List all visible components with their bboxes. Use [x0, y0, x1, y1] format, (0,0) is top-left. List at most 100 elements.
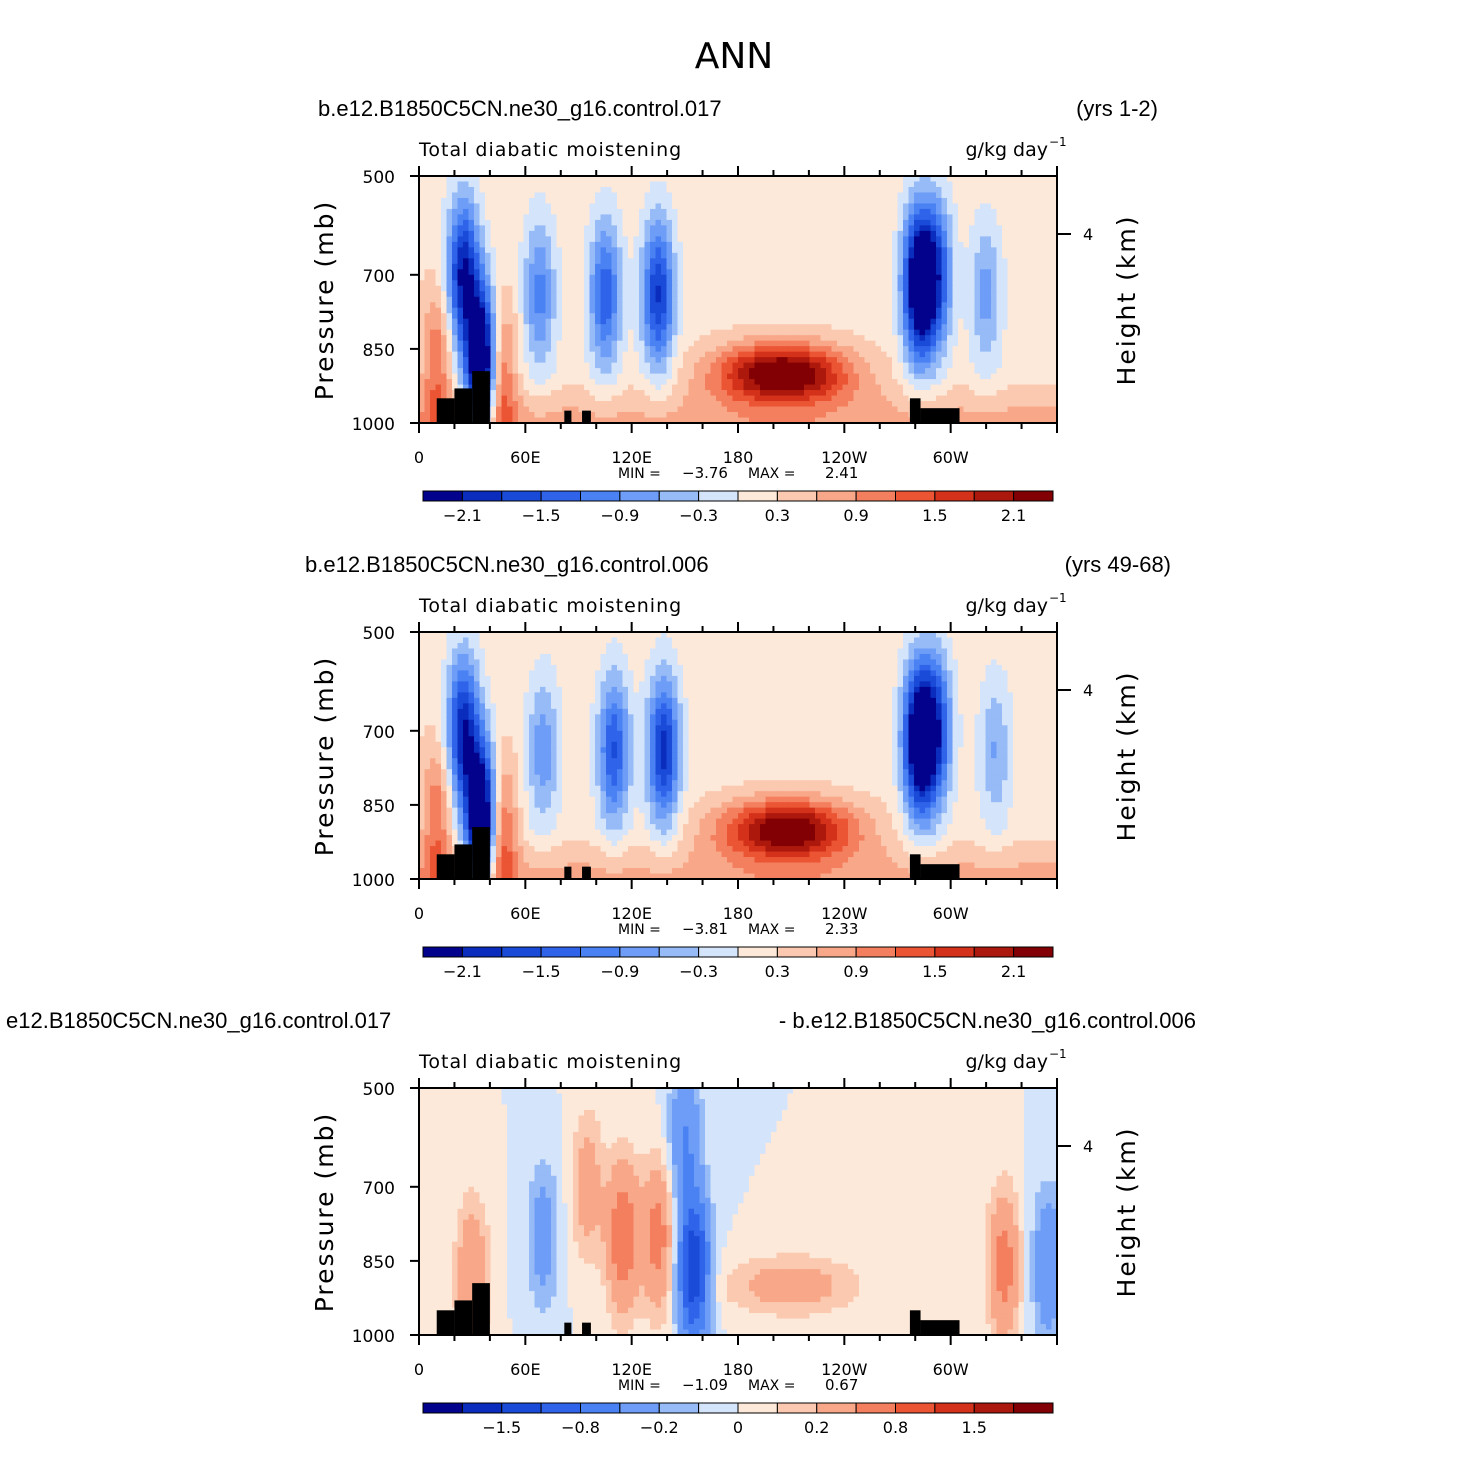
contour-cell — [518, 208, 525, 216]
contour-cell — [914, 247, 921, 254]
contour-cell — [919, 379, 926, 386]
contour-cell — [501, 247, 508, 254]
contour-cell — [666, 214, 673, 221]
contour-cell — [925, 318, 932, 325]
contour-cell — [672, 401, 679, 408]
contour-cell — [551, 346, 558, 353]
contour-cell — [419, 401, 426, 408]
contour-cell — [683, 318, 690, 325]
contour-cell — [507, 258, 514, 265]
contour-cell — [1046, 401, 1053, 408]
contour-cell — [446, 247, 453, 254]
contour-cell — [419, 197, 426, 205]
contour-cell — [578, 285, 585, 292]
contour-cell — [765, 307, 772, 314]
contour-cell — [1024, 401, 1031, 408]
contour-cell — [985, 269, 992, 276]
contour-cell — [787, 362, 794, 369]
contour-cell — [479, 291, 486, 298]
contour-cell — [754, 280, 761, 287]
contour-cell — [661, 280, 668, 287]
contour-cell — [507, 274, 514, 281]
contour-cell — [892, 296, 899, 303]
contour-cell — [584, 313, 591, 320]
contour-cell — [1046, 307, 1053, 314]
contour-cell — [705, 357, 712, 364]
contour-cell — [727, 252, 734, 259]
contour-cell — [881, 263, 888, 270]
contour-cell — [892, 373, 899, 380]
contour-cell — [842, 384, 849, 391]
contour-cell — [1002, 307, 1009, 314]
contour-cell — [1051, 362, 1057, 369]
contour-cell — [930, 269, 937, 276]
contour-cell — [765, 280, 772, 287]
contour-cell — [776, 241, 783, 248]
contour-cell — [743, 313, 750, 320]
contour-cell — [897, 263, 904, 270]
contour-cell — [650, 181, 657, 188]
contour-cell — [534, 219, 541, 226]
contour-cell — [870, 230, 877, 237]
contour-cell — [551, 307, 558, 314]
contour-cell — [727, 390, 734, 397]
contour-cell — [578, 208, 585, 216]
contour-cell — [551, 176, 558, 183]
contour-cell — [765, 401, 772, 408]
contour-cell — [441, 390, 448, 397]
contour-cell — [848, 214, 855, 221]
contour-cell — [672, 296, 679, 303]
contour-cell — [694, 197, 701, 205]
contour-cell — [859, 406, 866, 413]
contour-cell — [529, 186, 536, 194]
contour-cell — [683, 252, 690, 259]
contour-cell — [974, 225, 981, 232]
contour-cell — [908, 285, 915, 292]
contour-cell — [897, 230, 904, 237]
contour-cell — [441, 197, 448, 205]
contour-cell — [435, 368, 442, 375]
contour-cell — [617, 252, 624, 259]
contour-cell — [1051, 351, 1057, 358]
contour-cell — [589, 324, 596, 331]
contour-cell — [446, 219, 453, 226]
contour-cell — [985, 219, 992, 226]
contour-cell — [820, 258, 827, 265]
contour-cell — [980, 252, 987, 259]
contour-cell — [991, 390, 998, 397]
contour-cell — [1035, 351, 1042, 358]
contour-cell — [441, 379, 448, 386]
contour-cell — [1029, 176, 1036, 183]
contour-cell — [897, 307, 904, 314]
contour-cell — [881, 296, 888, 303]
contour-cell — [897, 373, 904, 380]
contour-cell — [578, 379, 585, 386]
contour-cell — [864, 285, 871, 292]
contour-cell — [826, 318, 833, 325]
contour-cell — [749, 230, 756, 237]
contour-cell — [545, 384, 552, 391]
contour-cell — [1029, 219, 1036, 226]
contour-cell — [903, 302, 910, 309]
contour-cell — [578, 362, 585, 369]
contour-cell — [721, 379, 728, 386]
contour-cell — [529, 324, 536, 331]
contour-cell — [1007, 351, 1014, 358]
contour-cell — [831, 291, 838, 298]
contour-cell — [655, 274, 662, 281]
contour-cell — [578, 302, 585, 309]
contour-cell — [705, 340, 712, 347]
contour-cell — [457, 307, 464, 314]
contour-cell — [980, 225, 987, 232]
contour-cell — [501, 340, 508, 347]
contour-cell — [518, 219, 525, 226]
contour-cell — [732, 346, 739, 353]
contour-cell — [974, 291, 981, 298]
contour-cell — [441, 241, 448, 248]
contour-cell — [446, 368, 453, 375]
contour-cell — [507, 192, 514, 199]
contour-cell — [683, 324, 690, 331]
contour-cell — [947, 192, 954, 199]
contour-cell — [881, 340, 888, 347]
contour-cell — [760, 247, 767, 254]
